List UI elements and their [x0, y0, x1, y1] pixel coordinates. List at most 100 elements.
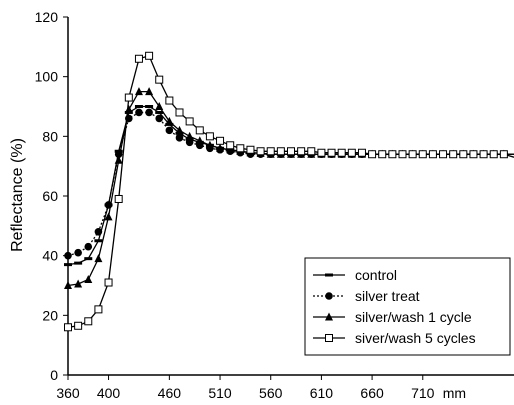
y-tick-label: 100	[35, 69, 59, 85]
legend-label: silver treat	[355, 288, 420, 304]
marker-siver-wash-5-cycles	[418, 150, 427, 159]
marker-silver-treat	[175, 134, 184, 142]
marker-siver-wash-5-cycles	[84, 317, 93, 326]
marker-siver-wash-5-cycles	[94, 305, 103, 314]
marker-siver-wash-5-cycles	[378, 150, 387, 159]
x-tick-label: 400	[97, 385, 121, 401]
legend-label: control	[355, 267, 397, 283]
marker-legend-control	[325, 273, 333, 277]
marker-silver-wash-1-cycle	[114, 155, 123, 164]
x-tick-label: 610	[310, 385, 334, 401]
y-tick-label: 0	[50, 367, 58, 383]
marker-siver-wash-5-cycles	[134, 54, 143, 63]
marker-silver-wash-1-cycle	[165, 116, 174, 125]
marker-silver-wash-1-cycle	[216, 143, 225, 152]
marker-silver-treat	[74, 248, 82, 257]
x-tick-label: 710	[411, 385, 435, 401]
x-tick-label: 460	[158, 385, 182, 401]
legend: control silver treat silver/wash 1 cycle si…	[304, 257, 511, 356]
y-tick-label: 20	[42, 307, 58, 323]
marker-siver-wash-5-cycles	[246, 145, 255, 154]
marker-siver-wash-5-cycles	[398, 150, 407, 159]
marker-siver-wash-5-cycles	[64, 323, 72, 332]
legend-label: siver/wash 5 cycles	[355, 330, 476, 346]
marker-control	[155, 110, 164, 114]
marker-siver-wash-5-cycles	[165, 96, 174, 105]
marker-silver-wash-1-cycle	[145, 87, 154, 96]
marker-siver-wash-5-cycles	[114, 194, 123, 203]
marker-siver-wash-5-cycles	[276, 147, 285, 156]
marker-silver-wash-1-cycle	[134, 87, 143, 96]
marker-control	[94, 239, 103, 243]
marker-siver-wash-5-cycles	[357, 148, 366, 157]
marker-silver-wash-1-cycle	[185, 131, 194, 140]
y-tick-label: 40	[42, 248, 58, 264]
marker-siver-wash-5-cycles	[287, 147, 295, 156]
marker-siver-wash-5-cycles	[307, 147, 316, 156]
series-siver-wash-5-cycles	[64, 51, 514, 332]
marker-silver-wash-1-cycle	[195, 136, 204, 145]
marker-silver-treat	[94, 228, 103, 236]
marker-silver-treat	[185, 138, 194, 147]
marker-siver-wash-5-cycles	[489, 150, 498, 159]
marker-siver-wash-5-cycles	[216, 136, 225, 145]
marker-silver-wash-1-cycle	[84, 275, 93, 284]
marker-siver-wash-5-cycles	[74, 321, 83, 330]
marker-siver-wash-5-cycles	[347, 148, 356, 157]
marker-legend-silver-treat	[325, 292, 333, 300]
legend-item-silver-wash-1-cycle: silver/wash 1 cycle	[313, 309, 472, 325]
marker-control	[84, 257, 93, 261]
y-axis-title: Reflectance (%)	[9, 138, 26, 252]
marker-siver-wash-5-cycles	[155, 75, 164, 84]
marker-siver-wash-5-cycles	[104, 278, 113, 287]
marker-control	[74, 261, 83, 265]
marker-control	[145, 105, 154, 108]
marker-siver-wash-5-cycles	[124, 93, 133, 102]
marker-siver-wash-5-cycles	[439, 150, 448, 159]
marker-siver-wash-5-cycles	[408, 150, 417, 159]
marker-siver-wash-5-cycles	[236, 144, 245, 153]
marker-silver-wash-1-cycle	[104, 212, 113, 221]
y-tick-label: 120	[35, 9, 59, 25]
series-line-control	[67, 105, 514, 266]
marker-siver-wash-5-cycles	[175, 108, 184, 117]
marker-siver-wash-5-cycles	[499, 150, 508, 159]
marker-silver-treat	[135, 108, 143, 117]
marker-control	[134, 105, 143, 108]
legend-box	[304, 257, 511, 356]
marker-siver-wash-5-cycles	[256, 147, 265, 156]
marker-silver-treat	[165, 126, 174, 135]
marker-siver-wash-5-cycles	[428, 150, 437, 159]
marker-silver-wash-1-cycle	[64, 281, 72, 289]
marker-siver-wash-5-cycles	[459, 150, 468, 159]
marker-control	[64, 263, 72, 267]
marker-legend-silver-wash-1-cycle	[325, 312, 333, 321]
marker-siver-wash-5-cycles	[185, 117, 194, 126]
series-line-silver-wash-1-cycle	[67, 90, 514, 287]
marker-siver-wash-5-cycles	[388, 150, 397, 159]
marker-siver-wash-5-cycles	[145, 51, 154, 60]
marker-silver-wash-1-cycle	[205, 140, 214, 149]
marker-silver-treat	[84, 242, 93, 251]
marker-siver-wash-5-cycles	[297, 147, 306, 156]
tick-layer: 0 20 40 60 80 100 120 360 400 460 510 560 610 660 710 m…	[35, 9, 466, 401]
series-line-silver-treat	[67, 111, 514, 257]
marker-silver-wash-1-cycle	[175, 125, 184, 134]
marker-siver-wash-5-cycles	[449, 150, 458, 159]
x-tick-label: 510	[208, 385, 232, 401]
x-tick-label: 560	[259, 385, 283, 401]
marker-siver-wash-5-cycles	[327, 148, 336, 157]
y-tick-label: 80	[42, 128, 58, 144]
x-unit-label: mm	[443, 385, 466, 401]
marker-silver-wash-1-cycle	[94, 254, 103, 263]
x-tick-label: 360	[56, 385, 80, 401]
marker-siver-wash-5-cycles	[337, 148, 346, 157]
legend-item-silver-treat: silver treat	[313, 288, 420, 304]
marker-silver-wash-1-cycle	[74, 279, 83, 288]
legend-item-siver-wash-5-cycles: siver/wash 5 cycles	[313, 330, 476, 346]
marker-siver-wash-5-cycles	[479, 150, 488, 159]
series-layer	[64, 51, 514, 332]
marker-siver-wash-5-cycles	[205, 132, 214, 141]
marker-silver-treat	[155, 114, 164, 123]
